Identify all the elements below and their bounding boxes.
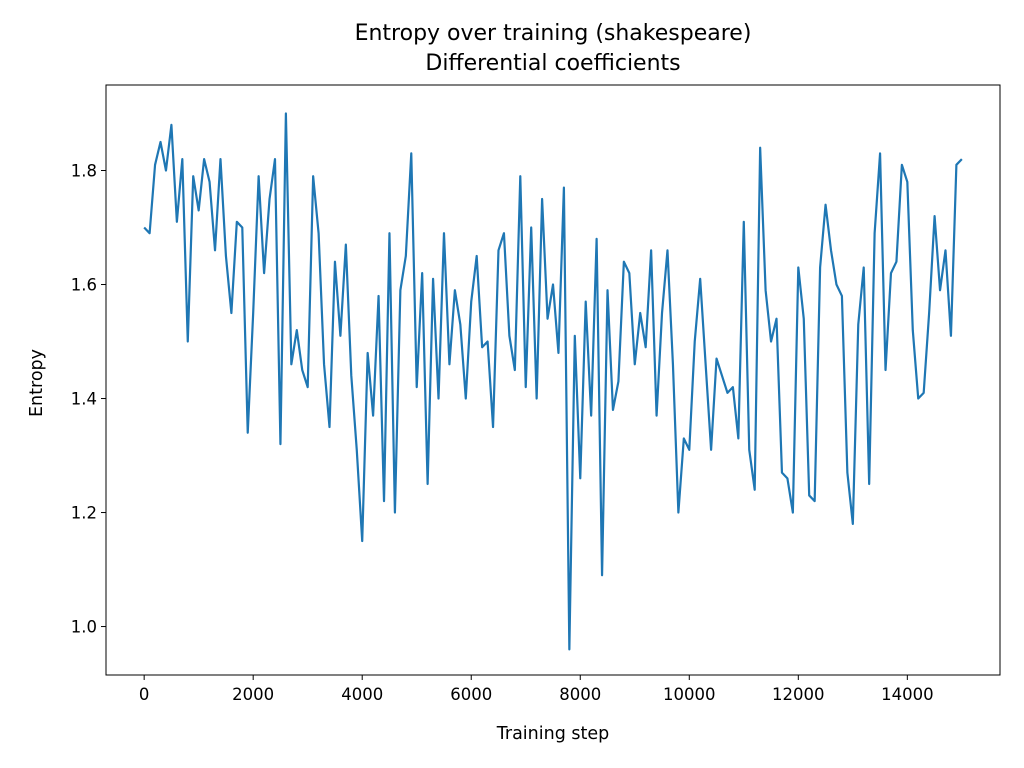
x-tick-label: 10000	[663, 685, 716, 704]
x-tick-label: 6000	[450, 685, 492, 704]
y-tick-label: 1.2	[71, 504, 97, 523]
x-tick-label: 14000	[881, 685, 934, 704]
x-tick-label: 0	[139, 685, 150, 704]
x-axis-label: Training step	[496, 724, 609, 744]
x-tick-label: 4000	[341, 685, 383, 704]
x-tick-label: 12000	[772, 685, 825, 704]
x-tick-label: 8000	[559, 685, 601, 704]
x-tick-label: 2000	[232, 685, 274, 704]
plot-frame	[105, 84, 1001, 676]
series-line	[143, 112, 963, 651]
y-tick-label: 1.4	[71, 390, 97, 409]
y-tick-label: 1.0	[71, 618, 97, 637]
y-tick-label: 1.6	[71, 276, 97, 295]
y-tick-label: 1.8	[71, 162, 97, 181]
y-axis-label: Entropy	[27, 349, 47, 417]
chart-title: Entropy over training (shakespeare)	[355, 21, 752, 46]
chart-subtitle: Differential coefficients	[425, 51, 680, 76]
